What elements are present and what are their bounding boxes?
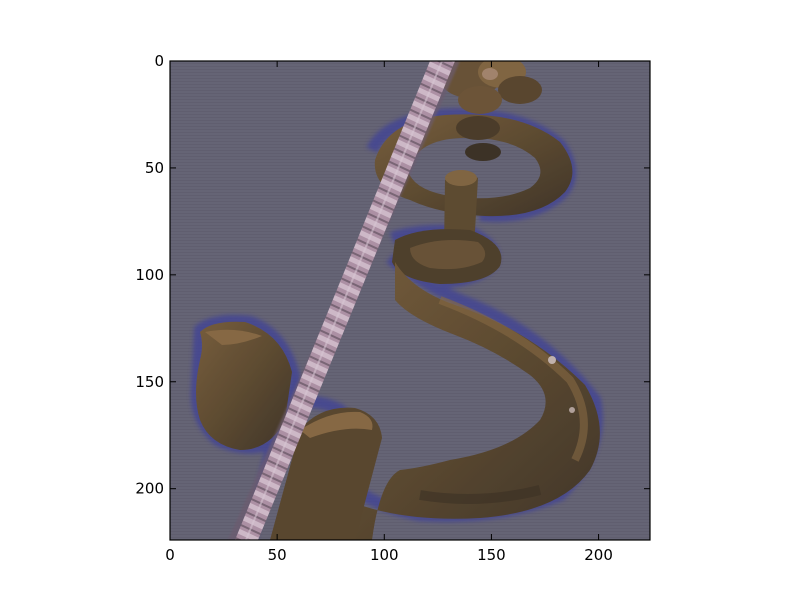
x-tick-label: 100 <box>370 546 399 564</box>
photo-image <box>170 61 650 540</box>
y-tick-label: 0 <box>154 52 164 70</box>
hook-tip <box>196 321 292 450</box>
y-tick-label: 200 <box>135 480 164 498</box>
y-axis: 0 50 100 150 200 <box>135 52 650 498</box>
axes-frame <box>169 60 651 541</box>
y-tick-label: 50 <box>145 159 164 177</box>
x-tick-label: 0 <box>165 546 175 564</box>
x-tick-label: 150 <box>477 546 506 564</box>
chain-links <box>440 61 542 161</box>
y-tick-label: 100 <box>135 266 164 284</box>
hook-body <box>300 262 600 540</box>
x-tick-label: 50 <box>268 546 287 564</box>
y-tick-label: 150 <box>135 373 164 391</box>
x-axis: 0 50 100 150 200 <box>165 61 613 564</box>
x-tick-label: 200 <box>584 546 613 564</box>
